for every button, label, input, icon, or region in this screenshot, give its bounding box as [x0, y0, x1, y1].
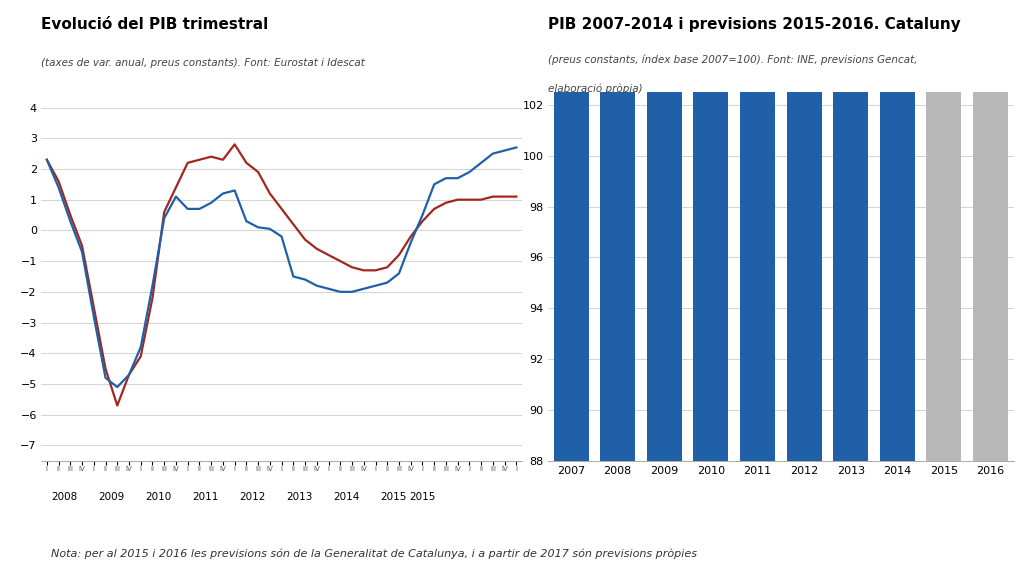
Text: 2009: 2009: [98, 492, 125, 502]
Text: elaboració pròpia): elaboració pròpia): [548, 84, 642, 94]
Text: 2013: 2013: [286, 492, 312, 502]
Text: 2012: 2012: [239, 492, 265, 502]
Bar: [786, 0, 821, 461]
Bar: [880, 0, 914, 461]
Bar: [973, 0, 1008, 461]
Text: (taxes de var. anual, preus constants). Font: Eurostat i Idescat: (taxes de var. anual, preus constants). …: [41, 58, 365, 67]
Legend: Zona euro, Catalunya: Zona euro, Catalunya: [93, 571, 326, 576]
Bar: [693, 0, 728, 461]
Text: 2008: 2008: [51, 492, 78, 502]
Bar: [647, 0, 682, 461]
Text: Evolució del PIB trimestral: Evolució del PIB trimestral: [41, 17, 268, 32]
Text: 2010: 2010: [145, 492, 171, 502]
Bar: [927, 0, 962, 461]
Bar: [600, 0, 635, 461]
Bar: [554, 0, 589, 461]
Text: 2014: 2014: [333, 492, 359, 502]
Text: 2015: 2015: [410, 492, 435, 502]
Bar: [834, 0, 868, 461]
Text: Nota: per al 2015 i 2016 les previsions són de la Generalitat de Catalunya, i a : Nota: per al 2015 i 2016 les previsions …: [51, 548, 697, 559]
Text: 2015: 2015: [380, 492, 407, 502]
Bar: [740, 0, 775, 461]
Text: PIB 2007-2014 i previsions 2015-2016. Cataluny: PIB 2007-2014 i previsions 2015-2016. Ca…: [548, 17, 961, 32]
Text: (preus constants, índex base 2007=100). Font: INE, previsions Gencat,: (preus constants, índex base 2007=100). …: [548, 55, 918, 65]
Text: 2011: 2011: [193, 492, 218, 502]
